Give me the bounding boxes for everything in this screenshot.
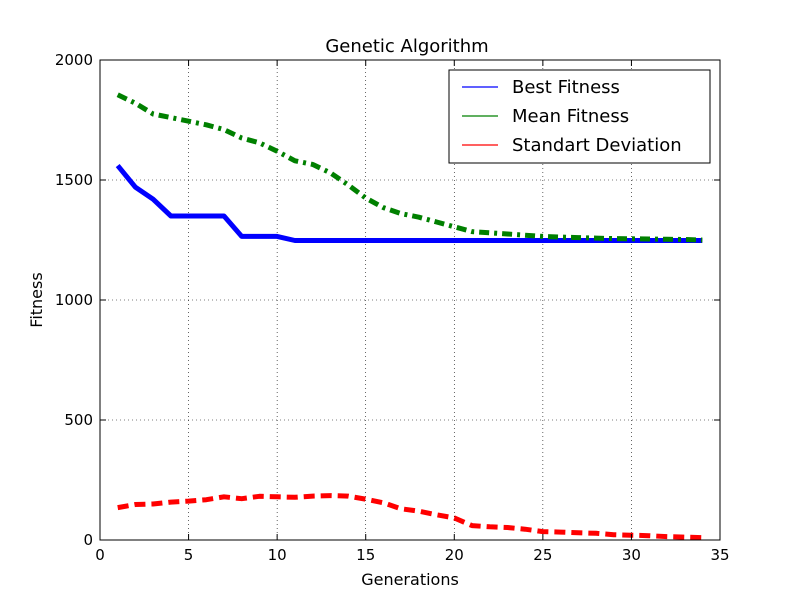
legend-label-0: Best Fitness <box>512 77 620 98</box>
legend-label-1: Mean Fitness <box>512 106 629 127</box>
y-tick-label: 0 <box>83 531 93 549</box>
legend-label-2: Standart Deviation <box>512 135 682 156</box>
y-tick-label: 1000 <box>55 291 93 309</box>
x-tick-label: 20 <box>445 546 464 564</box>
chart-title: Genetic Algorithm <box>325 36 488 57</box>
x-axis-label: Generations <box>361 570 459 589</box>
y-tick-label: 2000 <box>55 51 93 69</box>
legend: Best Fitness Mean Fitness Standart Deviati… <box>448 69 711 164</box>
y-axis-label: Fitness <box>27 272 46 327</box>
y-tick-label: 500 <box>64 411 93 429</box>
x-tick-label: 15 <box>356 546 375 564</box>
x-tick-label: 5 <box>184 546 194 564</box>
x-tick-label: 0 <box>95 546 105 564</box>
x-axis: 0 5 10 15 20 25 30 35 <box>95 60 730 564</box>
x-tick-label: 30 <box>622 546 641 564</box>
series-line-2 <box>117 493 703 541</box>
plot-area: 0 5 10 15 20 25 30 35 0 500 1000 1500 2000 <box>55 51 730 564</box>
x-tick-label: 10 <box>268 546 287 564</box>
y-tick-label: 1500 <box>55 171 93 189</box>
series-line-0 <box>115 164 703 243</box>
x-tick-label: 25 <box>533 546 552 564</box>
y-axis: 0 500 1000 1500 2000 <box>55 51 720 549</box>
x-tick-label: 35 <box>710 546 729 564</box>
series-layer <box>115 92 703 541</box>
